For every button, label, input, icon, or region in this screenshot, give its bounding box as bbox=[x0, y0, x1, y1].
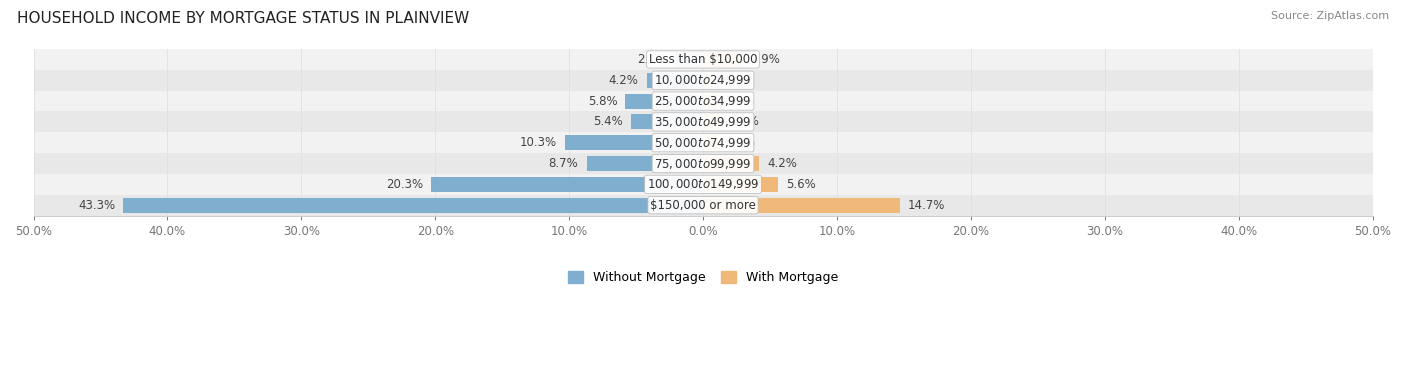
Bar bbox=[565, 135, 703, 150]
Bar bbox=[703, 135, 717, 150]
Bar bbox=[703, 94, 717, 108]
Bar bbox=[34, 174, 1372, 195]
Bar bbox=[34, 91, 1372, 112]
Bar bbox=[34, 153, 1372, 174]
Text: $150,000 or more: $150,000 or more bbox=[650, 199, 756, 212]
Text: 2.9%: 2.9% bbox=[749, 53, 780, 66]
Bar bbox=[124, 198, 703, 213]
Bar bbox=[647, 73, 703, 88]
Text: 1.0%: 1.0% bbox=[724, 94, 754, 108]
Text: 10.3%: 10.3% bbox=[520, 136, 557, 149]
Text: $35,000 to $49,999: $35,000 to $49,999 bbox=[654, 115, 752, 129]
Bar bbox=[631, 115, 703, 129]
Text: HOUSEHOLD INCOME BY MORTGAGE STATUS IN PLAINVIEW: HOUSEHOLD INCOME BY MORTGAGE STATUS IN P… bbox=[17, 11, 470, 26]
Text: 4.2%: 4.2% bbox=[768, 157, 797, 170]
Text: Less than $10,000: Less than $10,000 bbox=[648, 53, 758, 66]
Bar bbox=[675, 52, 703, 67]
Text: Source: ZipAtlas.com: Source: ZipAtlas.com bbox=[1271, 11, 1389, 21]
Text: 1.4%: 1.4% bbox=[730, 115, 759, 129]
Text: 5.8%: 5.8% bbox=[588, 94, 617, 108]
Text: 0.41%: 0.41% bbox=[717, 74, 754, 87]
Text: 4.2%: 4.2% bbox=[609, 74, 638, 87]
Text: 14.7%: 14.7% bbox=[908, 199, 945, 212]
Bar bbox=[34, 70, 1372, 91]
Bar bbox=[34, 195, 1372, 215]
Bar bbox=[703, 73, 709, 88]
Bar bbox=[34, 49, 1372, 70]
Bar bbox=[703, 177, 778, 192]
Text: 43.3%: 43.3% bbox=[79, 199, 115, 212]
Legend: Without Mortgage, With Mortgage: Without Mortgage, With Mortgage bbox=[568, 271, 838, 284]
Text: $25,000 to $34,999: $25,000 to $34,999 bbox=[654, 94, 752, 108]
Text: 5.6%: 5.6% bbox=[786, 178, 815, 191]
Text: 8.7%: 8.7% bbox=[548, 157, 578, 170]
Bar bbox=[703, 198, 900, 213]
Text: 2.1%: 2.1% bbox=[637, 53, 666, 66]
Bar bbox=[703, 115, 721, 129]
Bar bbox=[626, 94, 703, 108]
Bar bbox=[432, 177, 703, 192]
Text: $100,000 to $149,999: $100,000 to $149,999 bbox=[647, 177, 759, 191]
Text: 5.4%: 5.4% bbox=[593, 115, 623, 129]
Bar bbox=[34, 132, 1372, 153]
Text: $10,000 to $24,999: $10,000 to $24,999 bbox=[654, 73, 752, 87]
Bar bbox=[703, 52, 742, 67]
Text: $50,000 to $74,999: $50,000 to $74,999 bbox=[654, 136, 752, 150]
Text: $75,000 to $99,999: $75,000 to $99,999 bbox=[654, 156, 752, 170]
Text: 20.3%: 20.3% bbox=[387, 178, 423, 191]
Bar bbox=[703, 156, 759, 171]
Bar bbox=[34, 112, 1372, 132]
Bar bbox=[586, 156, 703, 171]
Text: 1.1%: 1.1% bbox=[725, 136, 755, 149]
